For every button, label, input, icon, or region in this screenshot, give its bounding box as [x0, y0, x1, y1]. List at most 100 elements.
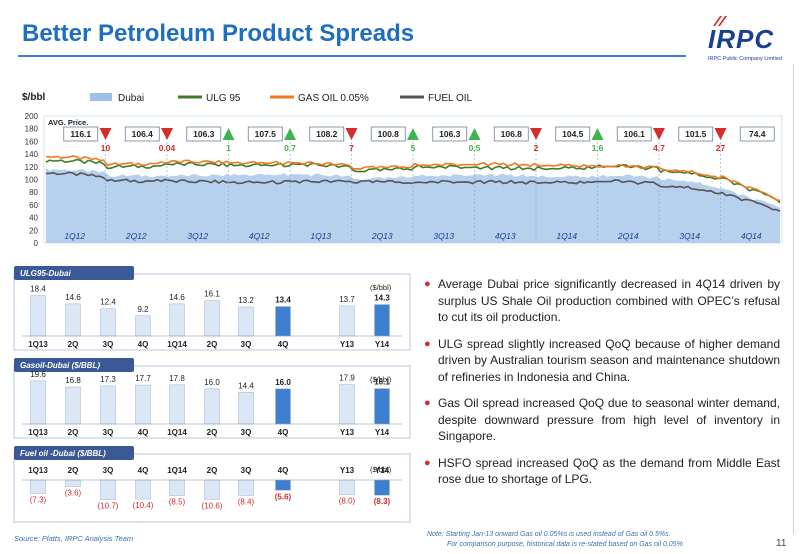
up-arrow-icon — [284, 128, 296, 140]
bar — [100, 479, 116, 500]
quarter-label: 1Q12 — [64, 231, 85, 241]
panel-header — [14, 446, 134, 460]
bar — [169, 384, 185, 425]
y-tick-label: 140 — [25, 150, 39, 159]
avg-price-box — [124, 126, 160, 142]
y-tick-label: 40 — [29, 214, 38, 223]
category-label: 1Q13 — [28, 340, 48, 349]
bar — [238, 479, 254, 496]
bullet-gasoil: ● Gas Oil spread increased QoQ due to sea… — [424, 395, 780, 445]
avg-price-value: 116.1 — [70, 129, 91, 139]
down-arrow-icon — [653, 128, 665, 140]
bar-value-label: 14.6 — [169, 293, 185, 302]
avg-price-value: 106.1 — [624, 129, 646, 139]
bar — [339, 305, 355, 337]
avg-price-box — [309, 126, 345, 142]
panel-unit: ($/bbl) — [370, 375, 392, 384]
quarter-label: 4Q12 — [249, 231, 270, 241]
avg-price-box — [247, 126, 283, 142]
change-label: 7 — [349, 143, 354, 153]
avg-price-value: 106.3 — [193, 129, 215, 139]
bar-value-label: 17.8 — [169, 374, 185, 383]
category-label: 3Q — [241, 466, 252, 475]
legend-label: GAS OIL 0.05% — [298, 93, 369, 104]
category-label: 4Q — [278, 466, 289, 475]
category-label: 2Q — [68, 466, 79, 475]
down-arrow-icon — [530, 128, 542, 140]
change-label: 10 — [101, 143, 111, 153]
bar-value-label: 17.7 — [135, 374, 151, 383]
down-arrow-icon — [161, 128, 173, 140]
category-label: 3Q — [103, 428, 114, 437]
up-arrow-icon — [468, 128, 481, 140]
price-chart: $/bbl 0 20 40 60 80 100 120 140 160 180 200 Dubai ULG… — [22, 92, 783, 248]
avg-price-value: 101.5 — [685, 129, 707, 139]
bar — [374, 388, 390, 425]
bar — [100, 308, 116, 337]
change-label: 0.5 — [469, 143, 481, 153]
category-label: 4Q — [138, 466, 149, 475]
y-tick-label: 60 — [29, 201, 38, 210]
bar-value-label: (7.3) — [30, 495, 47, 504]
bar — [169, 479, 185, 496]
category-label: 2Q — [207, 340, 218, 349]
category-label: 1Q13 — [28, 466, 48, 475]
bar — [65, 479, 81, 487]
change-label: 1.6 — [592, 143, 604, 153]
quarter-label: 3Q14 — [679, 231, 700, 241]
bar — [135, 315, 151, 337]
gasoil-line — [45, 155, 781, 202]
category-label: 2Q — [68, 340, 79, 349]
avg-price-box — [678, 126, 714, 142]
bullet-text: Gas Oil spread increased QoQ due to seas… — [438, 396, 780, 443]
bar — [374, 304, 390, 337]
bar-value-label: 12.4 — [100, 298, 116, 307]
avg-price-value: 106.3 — [439, 129, 461, 139]
legend-swatch — [90, 93, 112, 101]
avg-price-value: 106.4 — [132, 129, 154, 139]
category-label: 4Q — [138, 340, 149, 349]
bar — [30, 380, 46, 425]
bullet-text: HSFO spread increased QoQ as the demand … — [438, 455, 780, 487]
avg-price-box — [432, 126, 468, 142]
quarter-label: 4Q14 — [741, 231, 762, 241]
bullet-hsfo: ● HSFO spread increased QoQ as the demand… — [424, 455, 780, 488]
bar-value-label: 14.4 — [238, 381, 254, 390]
down-arrow-icon — [345, 128, 358, 140]
category-label: Y13 — [340, 428, 355, 437]
spread-bar-charts: ULG95-Dubai ($/bbl) 18.4 1Q13 14.6 2Q 12.4 3Q 9.… — [13, 266, 411, 523]
category-label: Y14 — [375, 428, 390, 437]
avg-price-box — [370, 126, 406, 142]
category-label: 4Q — [278, 340, 289, 349]
footnote-line-2: For comparison purpose, historical data … — [447, 541, 683, 548]
category-label: 3Q — [241, 428, 252, 437]
y-tick-label: 80 — [29, 188, 38, 197]
y-tick-label: 20 — [29, 226, 38, 235]
category-label: 4Q — [138, 428, 149, 437]
bullet-dubai: ● Average Dubai price significantly decre… — [424, 276, 780, 326]
bullet-icon: ● — [424, 397, 431, 409]
change-label: 2 — [534, 143, 539, 153]
bar-value-label: 13.4 — [275, 296, 291, 305]
category-label: Y14 — [375, 466, 390, 475]
logo-subtitle: IRPC Public Company Limited — [708, 56, 782, 62]
category-label: Y13 — [340, 466, 355, 475]
category-label: 2Q — [207, 428, 218, 437]
avg-price-value: 107.5 — [255, 129, 277, 139]
bar — [339, 384, 355, 425]
quarter-label: 1Q14 — [556, 231, 577, 241]
panel-title: ULG95-Dubai — [20, 269, 71, 278]
title-divider — [18, 55, 686, 57]
commentary-list: ● Average Dubai price significantly decre… — [424, 276, 780, 498]
up-arrow-icon — [222, 128, 235, 140]
bullet-text: Average Dubai price significantly decrea… — [438, 277, 780, 324]
category-label: 1Q14 — [167, 340, 187, 349]
bar-value-label: 17.3 — [100, 375, 116, 384]
bar-value-label: 16.1 — [374, 378, 390, 387]
quarter-label: 4Q13 — [495, 231, 516, 241]
y-tick-label: 160 — [25, 137, 39, 146]
bar — [238, 392, 254, 425]
bar — [135, 479, 151, 500]
avg-price-box — [739, 126, 775, 142]
